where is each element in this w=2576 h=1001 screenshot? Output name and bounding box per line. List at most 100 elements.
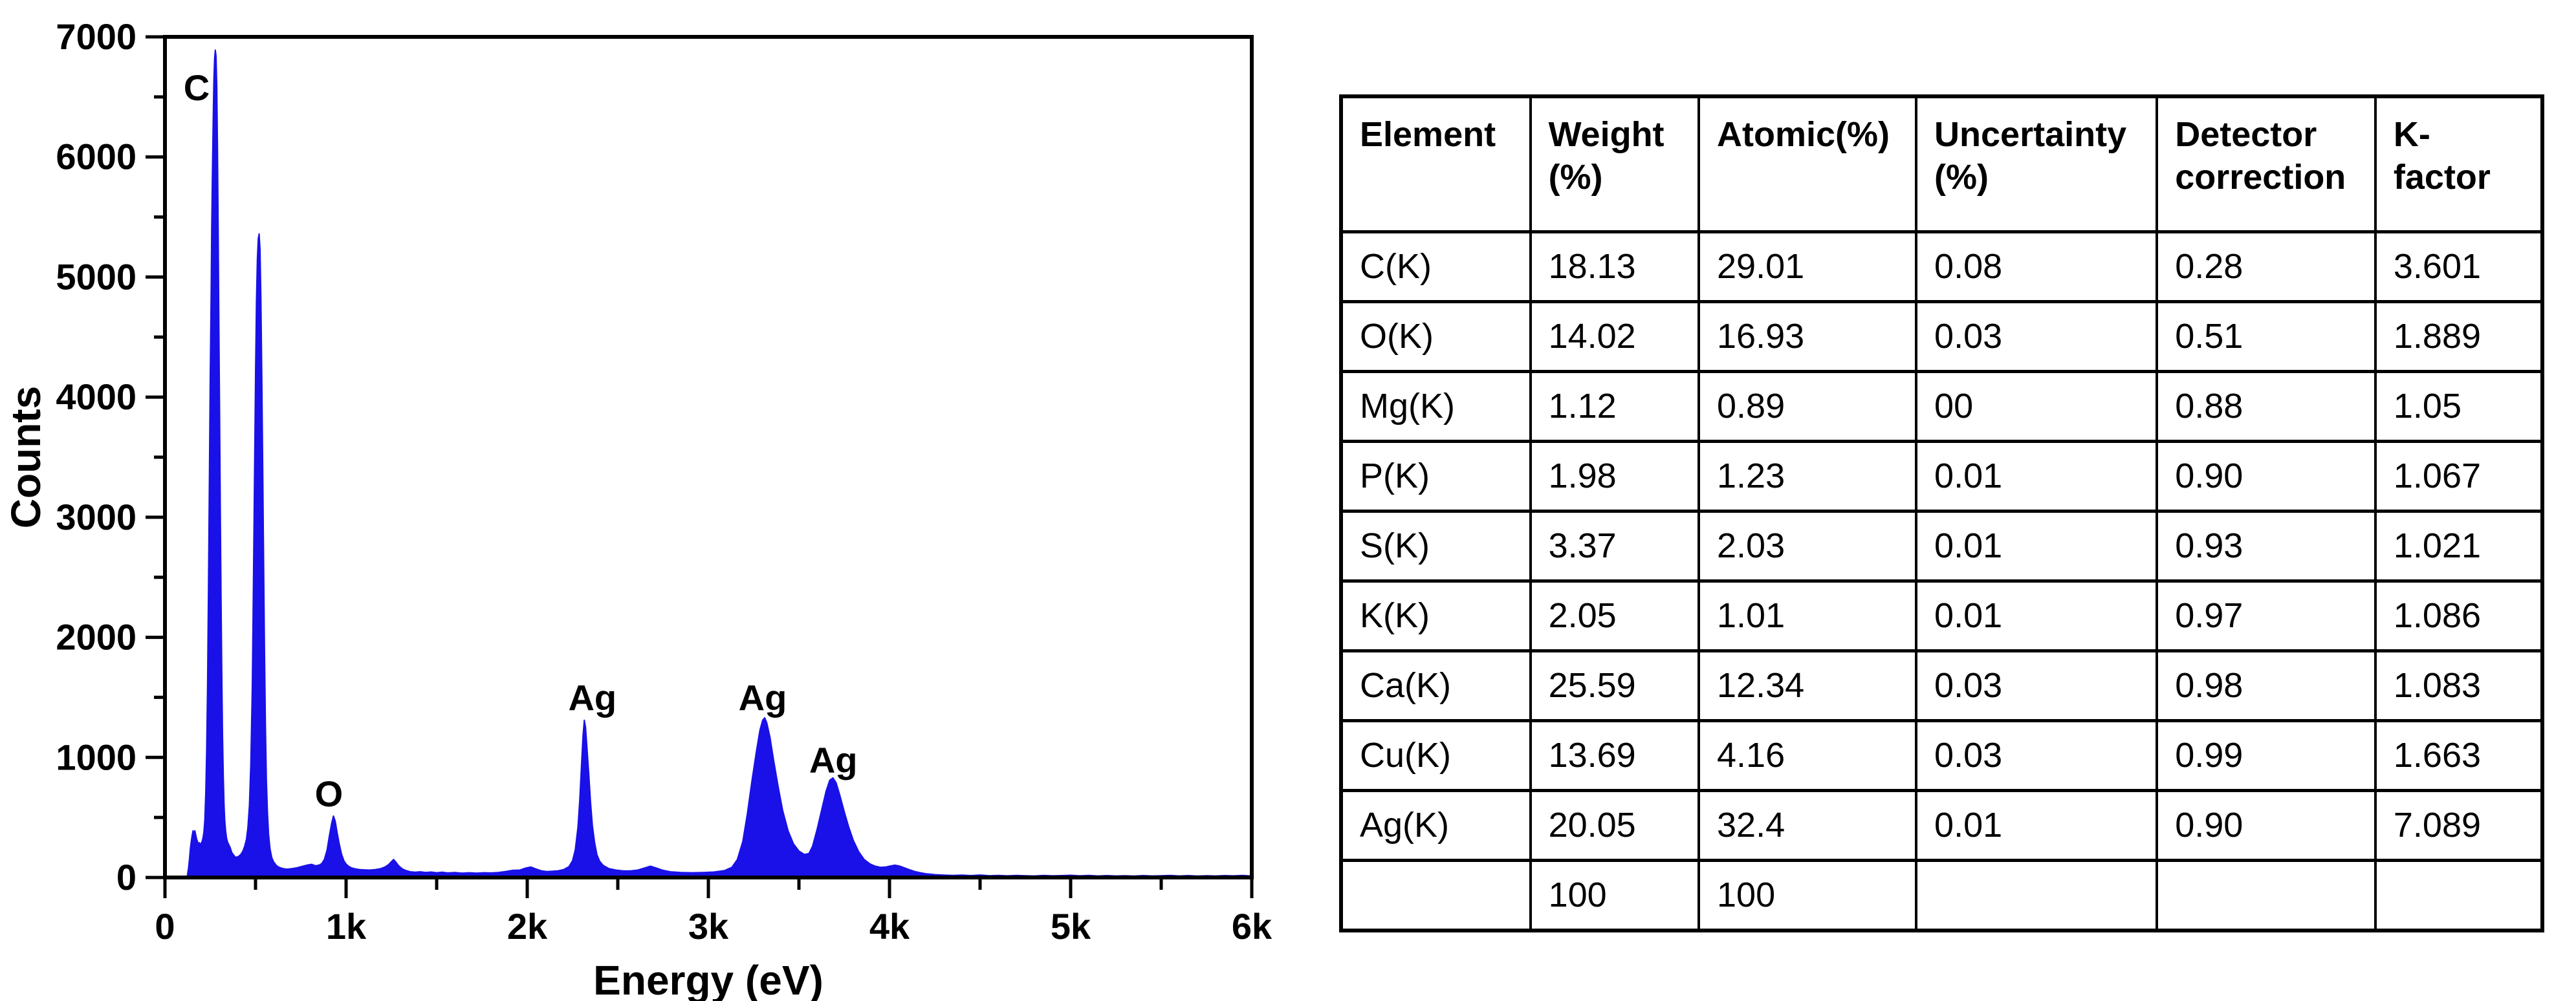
table-cell: 0.01 [1915,510,2159,583]
x-axis-tick-label: 4k [869,906,910,947]
table-cell: 1.663 [2374,719,2544,792]
table-row-Cu(K): Cu(K) 13.69 4.16 0.03 0.99 1.663 [1340,719,2544,792]
table-cell: 0.88 [2156,370,2377,443]
column-header-1: Weight (%) [1529,94,1701,233]
table-cell: C(K) [1340,230,1532,303]
table-row-Mg(K): Mg(K) 1.12 0.89 00 0.88 1.05 [1340,370,2544,443]
spectrum-area [164,49,1252,878]
table-cell: 0.90 [2156,440,2377,513]
table-cell: 0.03 [1915,719,2159,792]
peak-label-ag: Ag [739,677,787,718]
table-cell: 100 [1697,859,1918,932]
y-axis-tick-label: 4000 [56,376,136,417]
table-cell: 1.23 [1697,440,1918,513]
x-axis-tick-label: 6k [1232,906,1272,947]
table-cell: 1.083 [2374,649,2544,722]
table-cell: 0.99 [2156,719,2377,792]
column-header-5: K- factor [2374,94,2544,233]
table-cell: 32.4 [1697,789,1918,862]
table-cell: Mg(K) [1340,370,1532,443]
composition-table-body: C(K) 18.13 29.01 0.08 0.28 3.601 O(K) 14.02 16.9… [1340,230,2544,932]
table-cell: 7.089 [2374,789,2544,862]
table-cell: 13.69 [1529,719,1701,792]
table-cell: 3.601 [2374,230,2544,303]
x-axis-title: Energy (eV) [593,957,824,1001]
table-cell [2156,859,2377,932]
table-cell: 2.05 [1529,579,1701,652]
x-axis-tick-label: 3k [688,906,729,947]
table-cell: O(K) [1340,300,1532,373]
peak-label-c: C [184,67,210,108]
table-cell: 16.93 [1697,300,1918,373]
composition-table: Element Weight (%) Atomic(%) Uncertainty (%… [1339,94,2544,932]
table-row-C(K): C(K) 18.13 29.01 0.08 0.28 3.601 [1340,230,2544,303]
table-cell: 14.02 [1529,300,1701,373]
table-cell: 0.01 [1915,440,2159,513]
table-cell: P(K) [1340,440,1532,513]
table-cell: 1.01 [1697,579,1918,652]
table-cell [1915,859,2159,932]
table-cell: Cu(K) [1340,719,1532,792]
table-cell: 0.90 [2156,789,2377,862]
table-cell: 1.889 [2374,300,2544,373]
x-axis-tick-label: 5k [1051,906,1091,947]
y-axis-tick-label: 2000 [56,617,136,658]
x-axis-tick-label: 1k [326,906,367,947]
peak-label-o: O [315,773,344,814]
table-row-P(K): P(K) 1.98 1.23 0.01 0.90 1.067 [1340,440,2544,513]
y-axis-tick-label: 5000 [56,256,136,297]
y-axis-tick-label: 6000 [56,136,136,177]
table-row-Ca(K): Ca(K) 25.59 12.34 0.03 0.98 1.083 [1340,649,2544,722]
table-cell: 3.37 [1529,510,1701,583]
peak-label-ag: Ag [568,677,617,718]
table-total-row: 100 100 [1340,859,2544,932]
table-cell: 25.59 [1529,649,1701,722]
table-cell [2374,859,2544,932]
table-cell: 100 [1529,859,1701,932]
peak-label-ag: Ag [809,740,858,780]
column-header-0: Element [1340,94,1532,233]
table-row-Ag(K): Ag(K) 20.05 32.4 0.01 0.90 7.089 [1340,789,2544,862]
table-cell: 0.01 [1915,789,2159,862]
table-cell: 0.89 [1697,370,1918,443]
table-cell: 1.12 [1529,370,1701,443]
table-cell: 1.086 [2374,579,2544,652]
y-axis-tick-label: 1000 [56,737,136,777]
table-cell: 0.03 [1915,649,2159,722]
table-cell: 0.93 [2156,510,2377,583]
x-axis-tick-label: 2k [507,906,548,947]
table-cell: 18.13 [1529,230,1701,303]
table-header-row: Element Weight (%) Atomic(%) Uncertainty (%… [1340,94,2544,233]
table-cell: S(K) [1340,510,1532,583]
table-row-S(K): S(K) 3.37 2.03 0.01 0.93 1.021 [1340,510,2544,583]
eds-spectrum-chart: 0 1k 2k 3k 4k 5k 6k 0 1000 2000 3000 4000 5000 6000 70… [3,16,1272,1001]
y-axis-tick-label: 0 [116,857,136,898]
table-row-K(K): K(K) 2.05 1.01 0.01 0.97 1.086 [1340,579,2544,652]
table-cell: 1.05 [2374,370,2544,443]
table-cell: 1.067 [2374,440,2544,513]
table-cell: Ca(K) [1340,649,1532,722]
table-cell: 0.03 [1915,300,2159,373]
table-cell: 0.51 [2156,300,2377,373]
table-cell: 4.16 [1697,719,1918,792]
table-cell: K(K) [1340,579,1532,652]
table-cell: 0.01 [1915,579,2159,652]
table-cell: 00 [1915,370,2159,443]
table-cell: 2.03 [1697,510,1918,583]
table-cell: 29.01 [1697,230,1918,303]
table-cell: 1.021 [2374,510,2544,583]
table-cell: 0.08 [1915,230,2159,303]
table-cell: 0.28 [2156,230,2377,303]
table-cell: 12.34 [1697,649,1918,722]
column-header-4: Detector correction [2156,94,2377,233]
composition-table-head: Element Weight (%) Atomic(%) Uncertainty (%… [1340,94,2544,233]
table-cell: 0.97 [2156,579,2377,652]
y-axis-tick-label: 7000 [56,16,136,57]
y-axis-tick-label: 3000 [56,497,136,537]
table-cell: 20.05 [1529,789,1701,862]
table-cell: 0.98 [2156,649,2377,722]
table-row-O(K): O(K) 14.02 16.93 0.03 0.51 1.889 [1340,300,2544,373]
column-header-3: Uncertainty (%) [1915,94,2159,233]
x-axis-tick-label: 0 [155,906,175,947]
